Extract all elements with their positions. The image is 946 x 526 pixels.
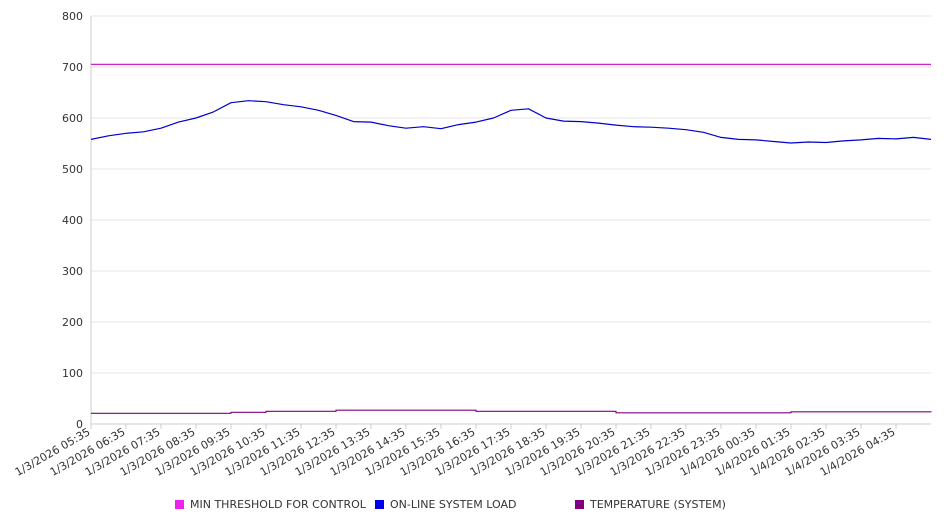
- series-system-load-line: [90, 100, 932, 144]
- y-tick-label: 200: [62, 316, 83, 329]
- x-axis-ticks: 1/3/2026 05:351/3/2026 06:351/3/2026 07:…: [13, 424, 898, 479]
- grid-lines: [91, 15, 931, 374]
- legend-swatch-system-load: [375, 500, 384, 509]
- legend-item-system-load: ON-LINE SYSTEM LOAD: [375, 498, 516, 511]
- legend-item-temperature: TEMPERATURE (SYSTEM): [575, 498, 726, 511]
- y-tick-label: 0: [76, 418, 83, 431]
- legend-swatch-temperature: [575, 500, 584, 509]
- legend-label-temperature: TEMPERATURE (SYSTEM): [590, 498, 726, 511]
- legend-label-system-load: ON-LINE SYSTEM LOAD: [390, 498, 517, 511]
- series-temperature-line: [91, 409, 932, 414]
- y-tick-label: 400: [62, 214, 83, 227]
- legend-item-min-threshold: MIN THRESHOLD FOR CONTROL: [175, 498, 366, 511]
- series-lines: [90, 63, 932, 414]
- y-tick-label: 500: [62, 163, 83, 176]
- y-axis-ticks: 0 100 200 300 400 500 600 700 800: [62, 10, 83, 431]
- y-tick-label: 300: [62, 265, 83, 278]
- y-tick-label: 800: [62, 10, 83, 23]
- y-tick-label: 700: [62, 61, 83, 74]
- legend: MIN THRESHOLD FOR CONTROL ON-LINE SYSTEM…: [0, 498, 946, 514]
- y-tick-label: 100: [62, 367, 83, 380]
- legend-label-min-threshold: MIN THRESHOLD FOR CONTROL: [190, 498, 366, 511]
- legend-swatch-min-threshold: [175, 500, 184, 509]
- y-tick-label: 600: [62, 112, 83, 125]
